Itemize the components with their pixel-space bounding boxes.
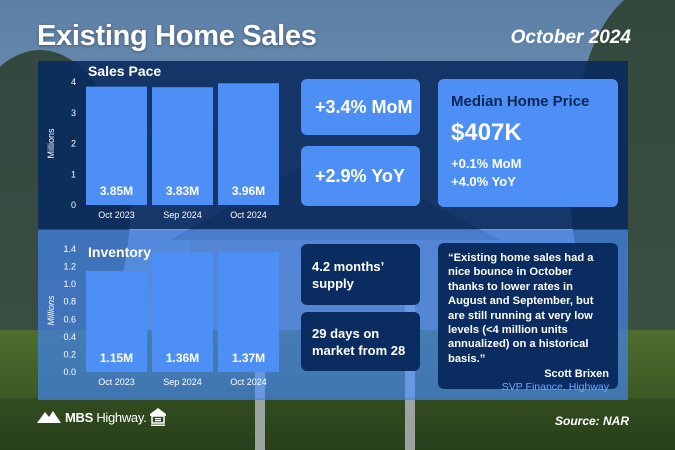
median-price-mom: +0.1% MoM xyxy=(451,156,522,171)
inventory-chart: Millions 0.0 0.2 0.4 0.6 0.8 1.0 1.2 1.4 1.15M Oct… xyxy=(42,244,292,395)
y-tick-label: 0.2 xyxy=(63,349,76,359)
days-on-market-value: 29 days on market from 28 xyxy=(312,325,406,358)
bar-data-label: 3.85M xyxy=(100,184,133,198)
median-price-yoy: +4.0% YoY xyxy=(451,174,516,189)
sales-pace-chart: Millions 0 1 2 3 4 3.85M Oct 2023 3.83M Sep 2024 3… xyxy=(42,77,292,228)
y-tick-label: 1.0 xyxy=(63,279,76,289)
median-price-label: Median Home Price xyxy=(451,93,590,110)
logo-text: MBS Highway. xyxy=(65,409,147,425)
quote-text: “Existing home sales had a nice bounce i… xyxy=(448,252,594,365)
x-tick-label: Oct 2023 xyxy=(98,210,135,220)
bar xyxy=(86,270,147,372)
sales-mom-value: +3.4% MoM xyxy=(315,96,413,117)
quote-card: “Existing home sales had a nice bounce i… xyxy=(438,243,618,393)
sales-yoy-tile: +2.9% YoY xyxy=(301,146,420,206)
months-supply-tile: 4.2 months’ supply xyxy=(301,244,420,305)
x-tick-label: Sep 2024 xyxy=(163,377,202,387)
y-tick-label: 1.2 xyxy=(63,262,76,272)
y-tick-label: 0 xyxy=(71,200,76,210)
sales-yoy-value: +2.9% YoY xyxy=(315,165,405,186)
mbs-logo-icon xyxy=(37,411,61,423)
y-tick-label: 0.0 xyxy=(63,367,76,377)
median-price-value: $407K xyxy=(451,119,522,146)
bar-data-label: 1.37M xyxy=(232,351,265,365)
bar-data-label: 3.96M xyxy=(232,184,265,198)
bar xyxy=(152,252,213,372)
bar xyxy=(86,86,147,205)
inventory-chart-svg: Millions 0.0 0.2 0.4 0.6 0.8 1.0 1.2 1.4 1.15M Oct… xyxy=(46,244,279,387)
logo-main: MBS xyxy=(65,409,93,425)
source-note: Source: NAR xyxy=(554,414,629,428)
equal-housing-icon xyxy=(150,408,166,426)
bar xyxy=(218,251,279,372)
sales-pace-label: Sales Pace xyxy=(88,63,162,79)
sales-pace-chart-svg: Millions 0 1 2 3 4 3.85M Oct 2023 3.83M Sep 2024 3… xyxy=(46,77,279,220)
bar xyxy=(218,83,279,205)
y-axis-title: Millions xyxy=(46,295,56,326)
y-tick-label: 1.4 xyxy=(63,244,76,254)
y-tick-label: 1 xyxy=(71,169,76,179)
bar xyxy=(152,87,213,205)
x-tick-label: Oct 2023 xyxy=(98,377,135,387)
months-supply-value: 4.2 months’ supply xyxy=(312,258,384,291)
page-title: Existing Home Sales xyxy=(37,20,317,52)
y-tick-label: 0.8 xyxy=(63,297,76,307)
median-price-card: Median Home Price $407K +0.1% MoM +4.0% … xyxy=(438,79,618,207)
y-axis-title: Millions xyxy=(46,128,56,159)
y-tick-label: 4 xyxy=(71,77,76,87)
quote-author-role: SVP Finance, Highway xyxy=(501,381,609,394)
x-tick-label: Oct 2024 xyxy=(230,210,267,220)
y-tick-label: 2 xyxy=(71,139,76,149)
y-tick-label: 3 xyxy=(71,108,76,118)
report-date: October 2024 xyxy=(510,27,631,48)
mbs-highway-logo: MBS Highway. xyxy=(37,409,147,425)
quote-author: Scott Brixen xyxy=(544,368,609,381)
inventory-label: Inventory xyxy=(88,244,152,260)
x-tick-label: Sep 2024 xyxy=(163,210,202,220)
bar-data-label: 1.15M xyxy=(100,351,133,365)
y-tick-label: 0.6 xyxy=(63,314,76,324)
bar-data-label: 3.83M xyxy=(166,184,199,198)
y-tick-label: 0.4 xyxy=(63,332,76,342)
x-tick-label: Oct 2024 xyxy=(230,377,267,387)
days-on-market-tile: 29 days on market from 28 xyxy=(301,312,420,371)
sales-mom-tile: +3.4% MoM xyxy=(301,79,420,135)
bar-data-label: 1.36M xyxy=(166,351,199,365)
logo-sub: Highway. xyxy=(96,409,147,425)
